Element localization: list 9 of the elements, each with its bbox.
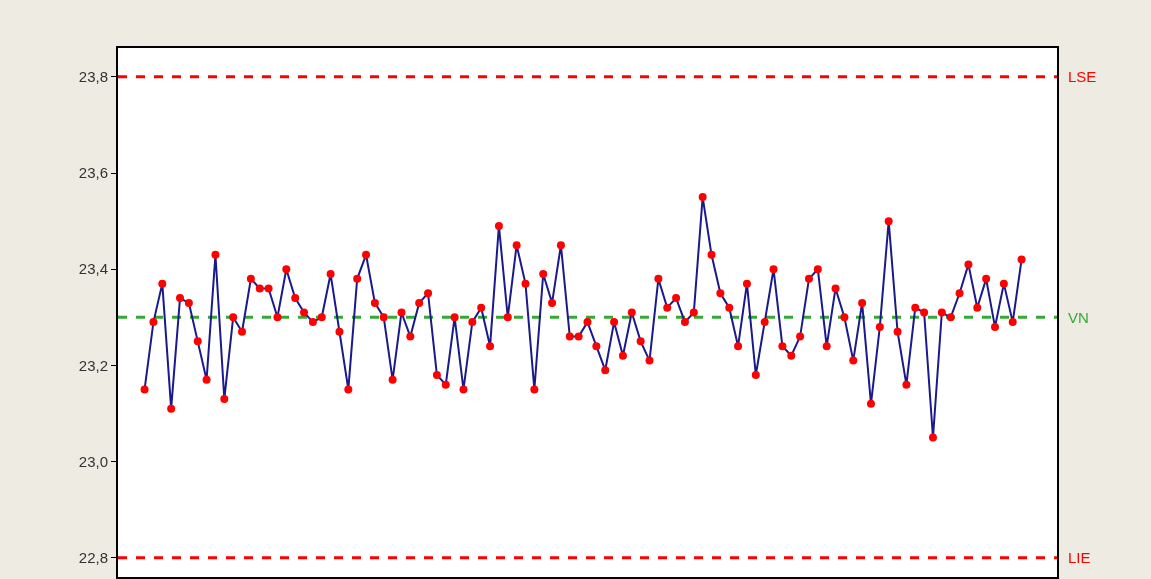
ref-line-label: VN [1068, 309, 1089, 326]
y-tick-label: 23,0 [78, 452, 108, 470]
y-tick-label: 23,8 [78, 68, 108, 86]
y-tick-label: 23,4 [78, 260, 108, 278]
y-tick-label: 23,2 [78, 356, 108, 374]
ref-line-label: LIE [1068, 549, 1091, 566]
y-tick-label: 23,6 [78, 164, 108, 182]
y-tick-label: 22,8 [78, 549, 108, 567]
ref-line-label: LSE [1068, 68, 1097, 85]
